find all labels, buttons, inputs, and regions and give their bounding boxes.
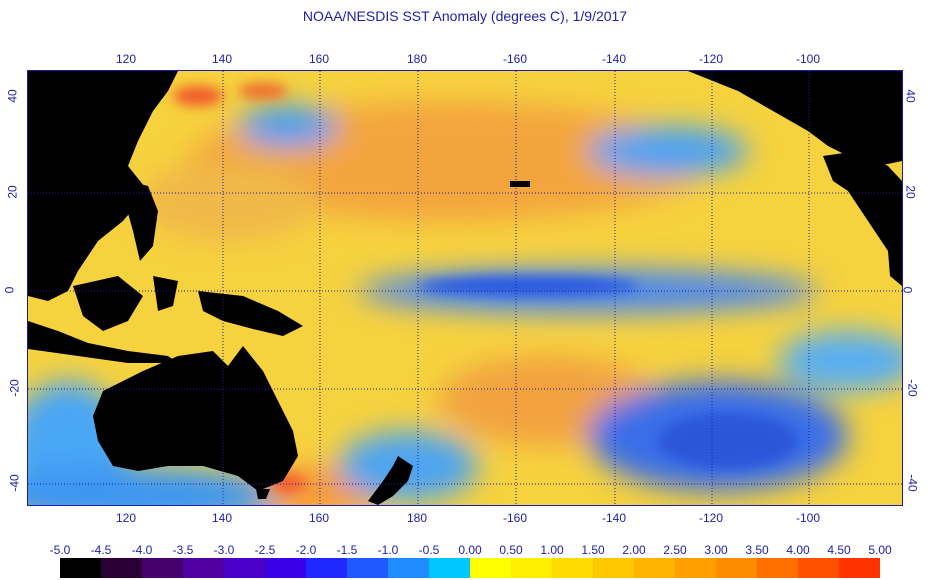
colorbar-tick-label: -2.0 bbox=[295, 543, 317, 557]
hot-spot-japan-east bbox=[238, 83, 288, 99]
graticule bbox=[28, 71, 902, 505]
lon-label-top: -100 bbox=[795, 52, 821, 66]
lat-label-right: -20 bbox=[905, 379, 920, 397]
colorbar-cell bbox=[388, 558, 429, 578]
lat-label-right: 20 bbox=[903, 185, 918, 199]
land-baja-mexico bbox=[823, 151, 902, 271]
colorbar-cell bbox=[552, 558, 593, 578]
lon-label-top: 120 bbox=[115, 52, 137, 66]
colorbar-cell bbox=[347, 558, 388, 578]
lon-label-bottom: 120 bbox=[115, 511, 137, 525]
lat-label-left: 20 bbox=[5, 185, 20, 199]
land-sulawesi bbox=[153, 276, 178, 311]
lat-label-right: 40 bbox=[903, 89, 918, 103]
lat-label-left: -40 bbox=[7, 474, 22, 492]
colorbar-tick-label: 4.00 bbox=[786, 543, 810, 557]
land-new-guinea bbox=[198, 291, 303, 336]
colorbar-cell bbox=[183, 558, 224, 578]
colorbar-tick-label: -5.0 bbox=[49, 543, 71, 557]
colorbar-tick-label: -4.0 bbox=[131, 543, 153, 557]
cool-anomaly-japan bbox=[238, 106, 338, 146]
lon-label-bottom: -120 bbox=[698, 511, 724, 525]
colorbar-tick-label: 4.50 bbox=[827, 543, 851, 557]
lon-label-top: 140 bbox=[211, 52, 233, 66]
colorbar-tick-label: 0.00 bbox=[458, 543, 482, 557]
colorbar-cell bbox=[306, 558, 347, 578]
lon-label-bottom: -160 bbox=[502, 511, 528, 525]
cool-anomaly-southern-ocean bbox=[28, 466, 278, 505]
land-tasmania bbox=[256, 489, 270, 499]
lon-label-bottom: 140 bbox=[211, 511, 233, 525]
land-borneo bbox=[73, 276, 143, 331]
colorbar-cell bbox=[142, 558, 183, 578]
lat-label-left: -20 bbox=[7, 379, 22, 397]
land bbox=[28, 71, 902, 505]
lon-label-top: -160 bbox=[502, 52, 528, 66]
colorbar-tick-label: -4.5 bbox=[90, 543, 112, 557]
colorbar-cell bbox=[224, 558, 265, 578]
cool-core-southeast bbox=[658, 413, 798, 469]
colorbar-cell bbox=[839, 558, 880, 578]
colorbar-cell bbox=[101, 558, 142, 578]
colorbar-tick-label: 2.50 bbox=[663, 543, 687, 557]
colorbar-tick-label: -1.5 bbox=[336, 543, 358, 557]
colorbar-tick-label: 1.50 bbox=[581, 543, 605, 557]
map-canvas bbox=[28, 71, 902, 505]
colorbar bbox=[60, 558, 880, 578]
land-philippines bbox=[126, 181, 158, 261]
lat-label-left: 0 bbox=[2, 286, 17, 294]
lon-label-top: 180 bbox=[406, 52, 428, 66]
warm-anomaly-west-pacific bbox=[138, 161, 318, 241]
land-indonesia-islands bbox=[28, 321, 178, 363]
lon-label-bottom: -140 bbox=[601, 511, 627, 525]
sst-anomaly-map bbox=[27, 70, 903, 506]
land-north-america bbox=[688, 71, 902, 166]
colorbar-cell bbox=[716, 558, 757, 578]
lon-label-top: -120 bbox=[698, 52, 724, 66]
colorbar-cell bbox=[60, 558, 101, 578]
lon-label-top: 160 bbox=[308, 52, 330, 66]
land-hawaii bbox=[510, 181, 530, 187]
colorbar-tick-label: -2.5 bbox=[254, 543, 276, 557]
colorbar-cell bbox=[429, 558, 470, 578]
hot-spot-kuroshio bbox=[173, 86, 223, 106]
colorbar-tick-label: 5.00 bbox=[868, 543, 892, 557]
colorbar-cell bbox=[798, 558, 839, 578]
lon-label-bottom: -100 bbox=[795, 511, 821, 525]
colorbar-tick-label: 1.00 bbox=[540, 543, 564, 557]
land-new-zealand bbox=[368, 456, 413, 505]
colorbar-cell bbox=[265, 558, 306, 578]
lon-label-top: -140 bbox=[601, 52, 627, 66]
land-asia bbox=[28, 71, 178, 301]
lon-label-bottom: 160 bbox=[308, 511, 330, 525]
colorbar-cell bbox=[634, 558, 675, 578]
colorbar-tick-label: -1.0 bbox=[377, 543, 399, 557]
colorbar-cell bbox=[675, 558, 716, 578]
colorbar-tick-label: 0.50 bbox=[499, 543, 523, 557]
land-central-america bbox=[888, 251, 902, 286]
lon-label-bottom: 180 bbox=[406, 511, 428, 525]
colorbar-tick-label: 2.00 bbox=[622, 543, 646, 557]
colorbar-cell bbox=[470, 558, 511, 578]
cool-anomaly-east-pacific bbox=[588, 126, 748, 176]
colorbar-tick-label: 3.50 bbox=[745, 543, 769, 557]
lat-label-right: -40 bbox=[905, 474, 920, 492]
colorbar-tick-label: 3.00 bbox=[704, 543, 728, 557]
cool-anomaly-east-tropical bbox=[778, 331, 902, 391]
cool-streak-equator bbox=[418, 276, 638, 296]
colorbar-tick-label: -0.5 bbox=[418, 543, 440, 557]
colorbar-tick-label: -3.5 bbox=[172, 543, 194, 557]
colorbar-tick-label: -3.0 bbox=[213, 543, 235, 557]
colorbar-cell bbox=[757, 558, 798, 578]
colorbar-cell bbox=[511, 558, 552, 578]
colorbar-cell bbox=[593, 558, 634, 578]
map-title: NOAA/NESDIS SST Anomaly (degrees C), 1/9… bbox=[302, 8, 628, 24]
land-australia bbox=[93, 346, 298, 491]
lat-label-left: 40 bbox=[5, 89, 20, 103]
